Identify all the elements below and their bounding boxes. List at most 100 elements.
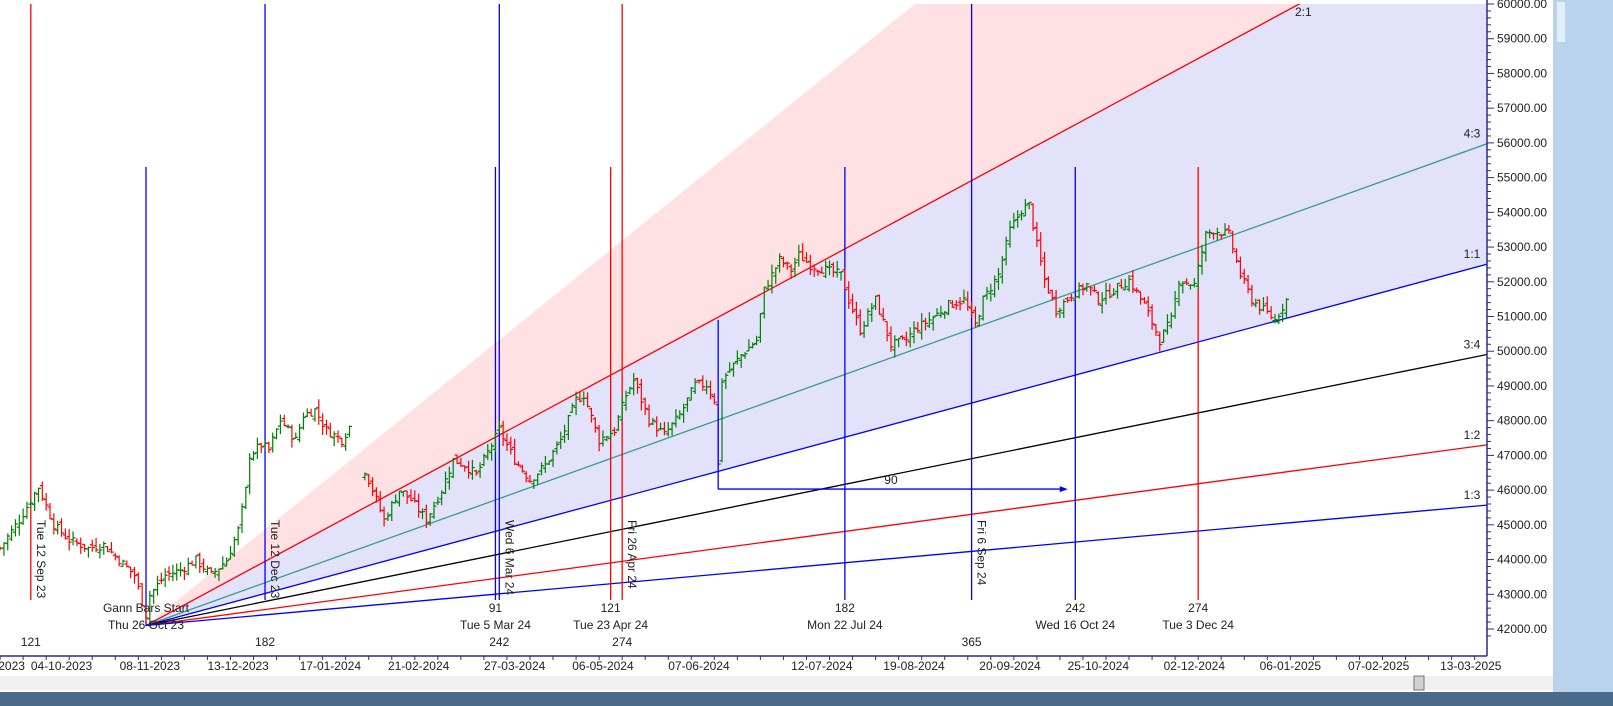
vertical-scrollbar[interactable] <box>1553 0 1613 692</box>
price-bar <box>1099 292 1105 314</box>
price-bar <box>984 286 990 300</box>
price-bar <box>435 496 441 505</box>
price-bar <box>1084 282 1090 292</box>
price-bar <box>754 335 760 346</box>
price-bar <box>373 487 379 503</box>
price-bar <box>896 337 902 348</box>
price-bar <box>611 427 617 437</box>
price-bar <box>1011 212 1017 230</box>
price-bar <box>623 390 629 411</box>
price-bar <box>97 543 103 559</box>
price-bar <box>1134 287 1140 294</box>
price-bar <box>120 559 126 567</box>
price-bar <box>780 256 786 268</box>
price-bar <box>734 350 740 365</box>
price-bar <box>934 308 940 317</box>
price-bar <box>876 294 882 315</box>
price-bar <box>1272 313 1278 324</box>
price-bar <box>823 260 829 279</box>
price-bar <box>588 407 594 423</box>
price-bar <box>769 264 775 294</box>
price-bar <box>688 387 694 401</box>
price-bar <box>323 419 329 435</box>
price-bar <box>408 489 414 502</box>
price-bar <box>396 490 402 507</box>
price-bar <box>669 422 675 436</box>
price-bar <box>515 461 521 467</box>
y-tick-label: 56000.00 <box>1497 136 1547 150</box>
price-bar <box>535 473 541 486</box>
gann-bar-count: 91 <box>489 601 503 615</box>
cycle-date-label: Fri 26 Apr 24 <box>625 520 639 589</box>
scrollbar-thumb[interactable] <box>1413 675 1425 691</box>
price-bar <box>197 552 203 573</box>
price-bar <box>1280 303 1286 322</box>
x-tick-label: 06-01-2025 <box>1260 659 1322 673</box>
price-bar <box>308 408 314 417</box>
price-bar <box>274 428 280 440</box>
price-bar <box>59 518 65 537</box>
price-bar <box>62 528 68 540</box>
price-bar <box>128 566 134 579</box>
y-tick-label: 50000.00 <box>1497 344 1547 358</box>
price-bar <box>957 297 963 311</box>
price-bars <box>0 199 1289 627</box>
price-bar <box>681 403 687 423</box>
y-tick-label: 47000.00 <box>1497 448 1547 462</box>
price-bar <box>761 286 767 319</box>
fan-label: 3:4 <box>1464 338 1481 352</box>
price-bar <box>89 539 95 552</box>
price-bar <box>899 335 905 340</box>
price-bar <box>627 386 633 395</box>
price-bar <box>1226 224 1232 234</box>
fan-label: 1:2 <box>1464 428 1481 442</box>
y-tick-label: 45000.00 <box>1497 518 1547 532</box>
price-bar <box>339 437 345 448</box>
price-bar <box>466 460 472 479</box>
price-bar <box>750 342 756 349</box>
price-bar <box>170 564 176 582</box>
price-bar <box>827 260 833 276</box>
price-bar <box>635 377 641 394</box>
price-bar <box>980 295 986 321</box>
price-bar <box>638 378 644 411</box>
price-bar <box>139 583 145 607</box>
price-bar <box>880 307 886 321</box>
price-bar <box>585 392 591 408</box>
price-bar <box>35 487 41 503</box>
fan-line-1-2 <box>145 444 1487 627</box>
cycle-count-label: 242 <box>489 635 509 649</box>
cycle-count-label: 182 <box>255 635 275 649</box>
x-tick-label: 07-02-2025 <box>1348 659 1410 673</box>
price-bar <box>158 572 164 585</box>
price-bar <box>93 537 99 553</box>
price-bar <box>254 437 260 460</box>
vertical-scrollbar-thumb[interactable] <box>1557 2 1565 42</box>
price-bar <box>1088 286 1094 296</box>
price-bar <box>320 413 326 435</box>
price-bar <box>523 471 529 483</box>
lavender-fan-zone <box>146 4 1487 626</box>
price-bar <box>74 538 80 546</box>
price-bar <box>16 514 22 536</box>
price-bar <box>108 542 114 554</box>
price-bar <box>423 504 429 529</box>
x-tick-label: 13-12-2023 <box>207 659 269 673</box>
price-bar <box>615 415 621 432</box>
annotations: 2:1 4:3 1:1 3:4 1:2 1:3 Tue 12 Sep 23 121 Tue 12… <box>21 5 1481 649</box>
price-bar <box>992 275 998 298</box>
price-bar <box>327 422 333 438</box>
price-bar <box>51 513 57 535</box>
price-bar <box>1222 223 1228 237</box>
price-bar <box>481 453 487 467</box>
y-tick-label: 55000.00 <box>1497 171 1547 185</box>
price-bar <box>70 531 76 546</box>
status-strip <box>0 692 1613 706</box>
price-bar <box>569 403 575 413</box>
horizontal-scrollbar[interactable] <box>0 676 1553 690</box>
price-bar <box>1061 299 1067 319</box>
gann-bar-count: 121 <box>601 601 621 615</box>
price-bar <box>846 281 852 309</box>
price-bar <box>850 293 856 314</box>
gann-bar-date: Wed 16 Oct 24 <box>1035 618 1115 632</box>
